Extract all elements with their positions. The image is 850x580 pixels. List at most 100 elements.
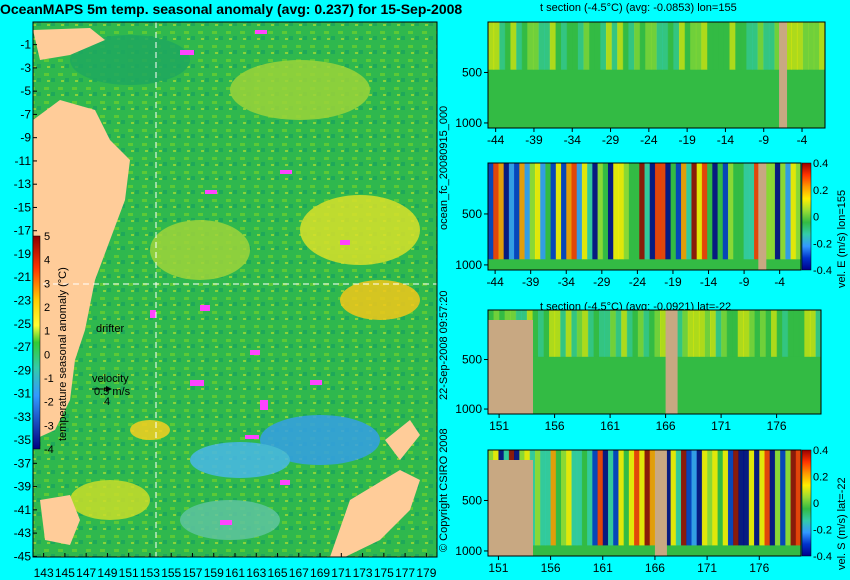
map-lat-tick-label: -45	[14, 549, 32, 563]
panel-cell	[743, 163, 750, 260]
map-lat-tick-label: -11	[15, 154, 32, 168]
panel-x-tick-label: -39	[525, 133, 543, 147]
panel-cell	[660, 310, 667, 357]
panel-cell	[746, 22, 753, 70]
panel-cell	[785, 163, 792, 260]
panel-cell	[538, 22, 545, 70]
drifter-markers	[150, 30, 350, 525]
map-lon-tick-label: 157	[182, 566, 202, 580]
panel-cell	[667, 22, 674, 70]
panel-cell	[613, 450, 619, 546]
panel-cell	[757, 22, 764, 70]
map-lat-tick-label: -33	[14, 410, 32, 424]
panel-cell	[634, 22, 641, 70]
panel-cell	[516, 22, 523, 70]
map-lat-tick-label: -1	[20, 38, 31, 52]
panel-x-tick-label: 176	[767, 419, 787, 433]
panel-cell	[602, 163, 609, 260]
map-colorbar-tick: -2	[44, 397, 54, 409]
panel-cell	[594, 22, 601, 70]
panel-cell	[597, 450, 604, 546]
panel-cell	[710, 310, 717, 357]
panel-cell	[618, 450, 625, 546]
panel-cell	[532, 310, 539, 357]
panel-cell	[577, 22, 584, 70]
panel-cell	[634, 450, 640, 546]
panel-cell	[712, 22, 719, 70]
panel-cell	[643, 310, 650, 357]
panel-x-tick-label: -44	[486, 275, 504, 289]
panel-cell	[589, 22, 596, 70]
panel-x-tick-label: 171	[711, 419, 731, 433]
panel-cell	[576, 450, 583, 546]
map-lat-tick-label: -37	[14, 456, 32, 470]
panel-cell	[592, 450, 599, 546]
panel-cell	[678, 22, 686, 70]
panel-cell	[581, 450, 588, 546]
panel-cell	[733, 163, 739, 260]
map-lat-tick-label: -19	[14, 247, 32, 261]
panel-cell	[673, 22, 680, 70]
panel-cell	[550, 450, 557, 546]
map-lat-tick-label: -3	[20, 61, 31, 75]
map-lat-tick-label: -39	[14, 480, 32, 494]
panel-cell	[819, 22, 826, 70]
map-lat-tick-label: -15	[14, 200, 32, 214]
map-lat-tick-label: -13	[14, 177, 32, 191]
panel-cell	[549, 310, 556, 357]
panel-cell	[759, 310, 766, 357]
panel-colorbar-tick: 0.2	[813, 185, 828, 197]
panel-x-tick-label: -39	[522, 275, 540, 289]
panel-cell	[597, 163, 604, 260]
panel-cell	[566, 450, 572, 546]
map-colorbar-tick: 3	[44, 278, 50, 290]
panel-cell	[691, 450, 698, 546]
map-lon-tick-label: 143	[34, 566, 54, 580]
map-lon-tick-label: 159	[204, 566, 224, 580]
panel-cell	[649, 163, 656, 260]
panel-cell	[774, 163, 781, 260]
panel-x-tick-label: -29	[602, 133, 620, 147]
panel-y-tick-label: 500	[462, 353, 482, 367]
panel-cell	[701, 163, 708, 260]
panel-cell	[774, 22, 781, 70]
map-colorbar-tick: -1	[44, 373, 54, 385]
panel-cell	[607, 163, 614, 260]
panel-x-tick-label: 161	[593, 561, 613, 575]
panel-cell	[555, 163, 562, 260]
panel-cell	[733, 450, 739, 546]
map-lon-tick-label: 171	[331, 566, 351, 580]
panel-cell	[740, 22, 747, 70]
panel2-colorbar-label: vel. E (m/s) lon=155	[836, 189, 848, 288]
panel-cell	[665, 450, 672, 546]
panel-cell	[727, 163, 734, 260]
panel-cell	[561, 22, 568, 70]
panel-cell	[707, 450, 713, 546]
panel-cell	[793, 310, 800, 357]
panel-cell	[768, 22, 775, 70]
panel-x-tick-label: -4	[774, 275, 785, 289]
panel-cell	[682, 310, 689, 357]
panel-cell	[748, 450, 755, 546]
panel-cell	[545, 163, 552, 260]
panel-cell	[610, 310, 617, 357]
panel-cell	[721, 310, 728, 357]
panel-cell	[632, 310, 639, 357]
panel-x-tick-label: 171	[697, 561, 717, 575]
panel-cell	[488, 163, 494, 260]
panel-cell	[732, 310, 739, 357]
map-colorbar-tick: 2	[44, 302, 50, 314]
panel-cell	[782, 310, 789, 357]
panel-cell	[764, 450, 771, 546]
map-lat-tick-label: -43	[14, 526, 32, 540]
panel-cell	[765, 310, 772, 357]
panel-frame	[487, 309, 822, 415]
panel-cell	[561, 163, 567, 260]
panel-cell	[684, 22, 691, 70]
velocity-scale: 0.5 m/s	[94, 386, 131, 398]
panel-cell	[626, 310, 633, 357]
panel-cell	[566, 22, 573, 70]
panel-frame	[487, 162, 802, 271]
panel-cell	[524, 163, 531, 260]
